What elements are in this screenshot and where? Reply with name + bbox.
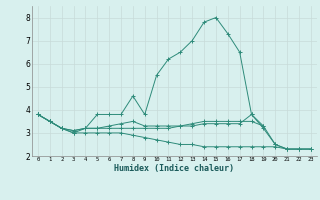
X-axis label: Humidex (Indice chaleur): Humidex (Indice chaleur) [115, 164, 234, 173]
